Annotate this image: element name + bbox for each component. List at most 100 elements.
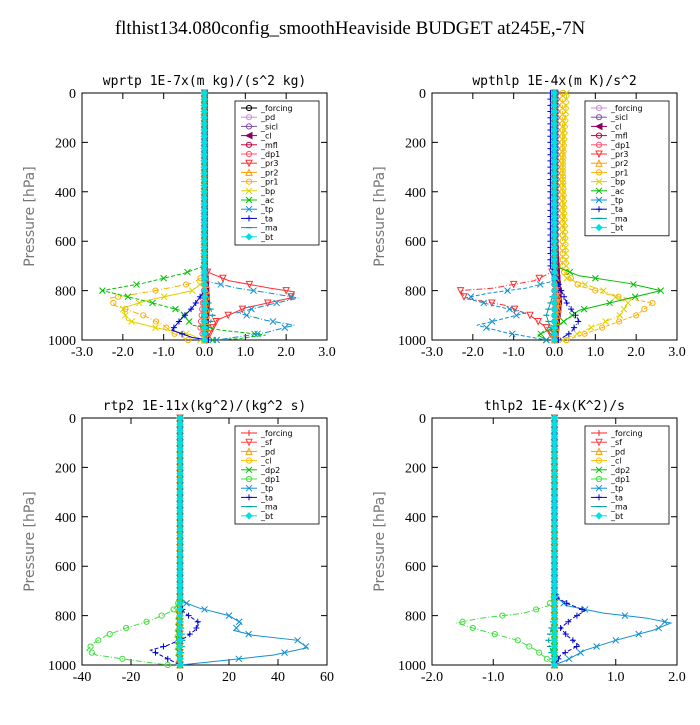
chart-3-series-tp-point bbox=[235, 618, 243, 626]
chart-1-legend-marker bbox=[246, 215, 252, 222]
chart-1-series-tp-line bbox=[204, 93, 299, 341]
chart-2-series-tp-point bbox=[467, 293, 475, 301]
chart-2-series-pr1-point bbox=[592, 287, 599, 294]
chart-2-legend-marker bbox=[595, 196, 603, 204]
chart-2-legend-marker bbox=[595, 187, 603, 195]
chart-3-series-ta-point bbox=[185, 612, 192, 619]
chart-1-series-pr3-point bbox=[263, 299, 272, 308]
chart-4-x-tick-label: -1.0 bbox=[482, 670, 504, 685]
chart-3-series-dp1-point bbox=[95, 637, 102, 644]
chart-1-series-bp-point bbox=[119, 305, 127, 313]
chart-2-legend-marker bbox=[595, 223, 603, 232]
chart-1-series-tp-point bbox=[269, 318, 277, 325]
chart-2-series-pr3-point bbox=[526, 311, 534, 320]
chart-2-y-tick-label: 600 bbox=[405, 235, 426, 250]
chart-3-series-bt-point bbox=[176, 661, 184, 669]
chart-2-title: wpthlp 1E-4x(m K)/s^2 bbox=[472, 74, 636, 89]
chart-2-series-bp-point bbox=[561, 132, 568, 140]
chart-2-series-bp-point bbox=[561, 213, 568, 220]
chart-2-y-tick-label: 1000 bbox=[398, 334, 426, 349]
chart-4-series-dp1-point bbox=[514, 637, 521, 644]
chart-2-series-pr1-point bbox=[559, 96, 566, 103]
chart-3-series-tp-point bbox=[281, 649, 288, 657]
chart-1-legend-marker bbox=[245, 159, 253, 168]
chart-1-series-pr1-point bbox=[152, 318, 160, 325]
chart-2-legend-marker bbox=[595, 114, 603, 121]
chart-4-legend-marker bbox=[595, 447, 603, 455]
chart-2-legend-label-pr2: _pr2 bbox=[610, 159, 628, 168]
chart-2-legend-marker bbox=[595, 178, 603, 185]
chart-2-series-ac-point bbox=[537, 330, 545, 338]
chart-1-legend-marker bbox=[245, 233, 253, 241]
chart-1-series-ta-point bbox=[188, 306, 195, 313]
chart-2-series-ac-point bbox=[631, 293, 639, 301]
chart-2-series-pr3-point bbox=[534, 317, 542, 326]
chart-3-series-ta-point bbox=[160, 643, 167, 650]
chart-2-series-bp-point bbox=[560, 188, 567, 196]
chart-1-series-bp-point bbox=[128, 318, 136, 325]
chart-4-y-tick-label: 1000 bbox=[398, 659, 426, 674]
chart-2-legend-marker bbox=[594, 122, 603, 131]
chart-1-legend-label-ac: _ac bbox=[260, 196, 274, 205]
chart-1-series-ac-point bbox=[172, 305, 179, 313]
chart-3-x-tick-label: 20 bbox=[222, 670, 236, 685]
chart-4-y-tick-label: 0 bbox=[419, 412, 426, 427]
chart-4-legend-marker bbox=[596, 430, 602, 436]
chart-2-series-bp-point bbox=[563, 95, 570, 103]
chart-1-series-pr1-point bbox=[185, 336, 192, 344]
chart-1-series-pr3-point bbox=[282, 287, 290, 295]
chart-2-series-bp-point bbox=[561, 126, 569, 134]
chart-3-series-dp1-point bbox=[87, 643, 94, 650]
chart-3-series-dp1-point bbox=[119, 655, 126, 662]
chart-3-legend-marker bbox=[245, 447, 253, 455]
chart-2-series-tp-point bbox=[506, 305, 513, 313]
chart-2-series-tp-point bbox=[513, 311, 520, 319]
chart-2-series-bp-point bbox=[602, 318, 609, 325]
chart-1-series-pr1-point bbox=[183, 281, 190, 288]
chart-2-y-tick-label: 200 bbox=[405, 136, 426, 151]
chart-2-series-tp-point bbox=[488, 318, 496, 325]
chart-1-legend-label-pr2: _pr2 bbox=[260, 168, 278, 177]
chart-1-series-pr3-point bbox=[212, 317, 220, 326]
chart-1-series-bp-point bbox=[160, 293, 168, 301]
chart-2-series-bp-point bbox=[561, 225, 569, 233]
chart-4-series-ta-point bbox=[562, 649, 569, 656]
chart-1-legend-marker bbox=[245, 104, 253, 112]
chart-4-legend-label-pd: _pd bbox=[610, 447, 625, 456]
chart-2-series-pr3-point bbox=[535, 274, 543, 283]
chart-2-series-pr1-point bbox=[559, 194, 566, 202]
chart-2-series-tp-point bbox=[542, 336, 550, 344]
chart-1-series-ac-point bbox=[133, 281, 140, 288]
chart-3-x-tick-label: -40 bbox=[73, 670, 92, 685]
chart-3-series-dp1-point bbox=[164, 661, 171, 669]
chart-3-series-ta-point bbox=[152, 649, 159, 656]
chart-1-legend-marker bbox=[245, 196, 253, 204]
chart-1-series-bp-point bbox=[121, 311, 129, 319]
chart-2-series-bp-point bbox=[561, 219, 569, 227]
chart-2-series-pr1-point bbox=[559, 176, 566, 183]
chart-1-legend-marker bbox=[245, 205, 253, 213]
chart-1-series-ta-point bbox=[181, 312, 188, 319]
chart-1-series-pr1-point bbox=[140, 312, 147, 319]
chart-1-x-tick-label: 1.0 bbox=[237, 345, 255, 360]
chart-2-series-bp-point bbox=[587, 324, 595, 332]
chart-3-legend-label-cl: _cl bbox=[260, 457, 272, 466]
chart-4-series-ta-point bbox=[573, 643, 580, 650]
chart-1-series-tp-point bbox=[254, 330, 261, 338]
chart-2-legend-label-pr3: _pr3 bbox=[610, 150, 628, 159]
chart-4-legend-label-sf: _sf bbox=[610, 438, 622, 447]
chart-4-y-tick-label: 400 bbox=[405, 511, 426, 526]
chart-2-series-ta-point bbox=[571, 324, 578, 331]
chart-2-legend-label-bp: _bp bbox=[610, 178, 625, 187]
chart-2-x-tick-label: -2.0 bbox=[462, 345, 484, 360]
chart-1-legend-marker bbox=[245, 141, 253, 148]
chart-4-series-ta-line bbox=[554, 418, 587, 666]
chart-2-series-ta-point bbox=[561, 293, 568, 300]
chart-4-series-dp1-point bbox=[459, 618, 466, 625]
chart-3-series-dp1-point bbox=[158, 612, 165, 619]
chart-4-series-dp1-point bbox=[533, 606, 540, 613]
chart-2-x-tick-label: -3.0 bbox=[421, 345, 443, 360]
chart-4-legend-marker bbox=[595, 466, 603, 474]
page-title: flthist134.080config_smoothHeaviside BUD… bbox=[114, 18, 586, 39]
chart-3-legend-marker bbox=[245, 457, 253, 464]
